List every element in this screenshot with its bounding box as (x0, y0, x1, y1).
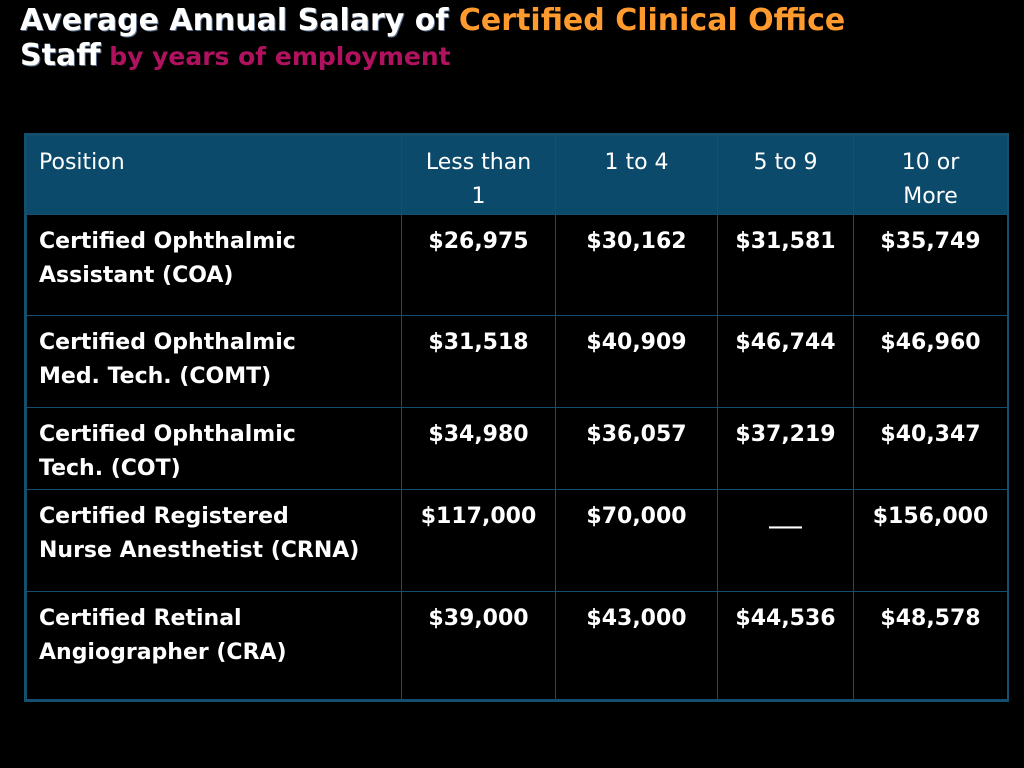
position-cell: Certified Retinal Angiographer (CRA) (26, 591, 402, 700)
salary-cell: $36,057 (555, 406, 718, 491)
salary-table: Position Less than 1 1 to 4 5 to 9 10 or M… (26, 135, 1008, 700)
salary-cell-empty: ___ (717, 489, 854, 593)
table-row: Certified Retinal Angiographer (CRA) $39,… (26, 591, 1008, 700)
salary-cell: $39,000 (401, 591, 556, 700)
salary-cell: $43,000 (555, 591, 718, 700)
table-row: Certified Ophthalmic Med. Tech. (COMT) $3… (26, 314, 1008, 408)
position-cell: Certified Registered Nurse Anesthetist (C… (26, 489, 402, 593)
salary-table-container: Position Less than 1 1 to 4 5 to 9 10 or M… (24, 133, 1009, 702)
title-line-2: Staff by years of employment (20, 41, 1010, 72)
header-position-label: Position (39, 150, 125, 175)
position-line2: Assistant (COA) (39, 263, 234, 288)
salary-cell: $48,578 (853, 591, 1008, 700)
table-header-row: Position Less than 1 1 to 4 5 to 9 10 or M… (26, 135, 1008, 215)
salary-cell: $40,347 (853, 406, 1008, 491)
header-1-to-4-label: 1 to 4 (604, 150, 669, 175)
position-line1: Certified Retinal (39, 606, 242, 632)
position-line1: Certified Ophthalmic (39, 229, 296, 254)
position-line1: Certified Ophthalmic (39, 421, 296, 447)
title-text-staff: Staff (20, 38, 101, 73)
salary-cell: $35,749 (853, 214, 1008, 316)
salary-cell: $70,000 (555, 489, 718, 593)
header-10-or-more: 10 or More (853, 135, 1008, 215)
header-10-or-more-line2: More (903, 184, 958, 209)
salary-cell: $37,219 (717, 406, 854, 491)
position-line2: Med. Tech. (COMT) (39, 363, 272, 389)
position-cell: Certified Ophthalmic Med. Tech. (COMT) (26, 314, 402, 408)
position-line1: Certified Ophthalmic (39, 329, 296, 355)
header-1-to-4: 1 to 4 (555, 135, 718, 215)
salary-cell: $31,518 (401, 314, 556, 408)
title-subtitle: by years of employment (100, 42, 451, 71)
position-line2: Angiographer (CRA) (39, 640, 287, 666)
salary-cell: $44,536 (717, 591, 854, 700)
salary-cell: $34,980 (401, 406, 556, 491)
header-less-than-1: Less than 1 (401, 135, 556, 215)
table-row: Certified Registered Nurse Anesthetist (C… (26, 489, 1008, 593)
salary-cell: $30,162 (555, 214, 718, 316)
header-less-than-1-line1: Less than (425, 150, 532, 175)
slide-title: Average Annual Salary of Certified Clini… (20, 0, 1010, 72)
salary-cell: $46,744 (717, 314, 854, 408)
position-line2: Nurse Anesthetist (CRNA) (39, 538, 360, 564)
table-row: Certified Ophthalmic Assistant (COA) $26,… (26, 214, 1008, 316)
salary-cell: $117,000 (401, 489, 556, 593)
salary-cell: $31,581 (717, 214, 854, 316)
header-less-than-1-line2: 1 (471, 184, 486, 209)
position-line2: Tech. (COT) (39, 455, 181, 481)
title-line-1: Average Annual Salary of Certified Clini… (20, 0, 1010, 41)
position-cell: Certified Ophthalmic Tech. (COT) (26, 406, 402, 491)
header-position: Position (26, 135, 402, 215)
salary-cell: $46,960 (853, 314, 1008, 408)
title-text-highlight: Certified Clinical Office (458, 3, 846, 38)
title-text-main: Average Annual Salary of (20, 3, 459, 38)
position-cell: Certified Ophthalmic Assistant (COA) (26, 214, 402, 316)
table-row: Certified Ophthalmic Tech. (COT) $34,980 … (26, 406, 1008, 491)
position-line1: Certified Registered (39, 504, 289, 530)
salary-cell: $156,000 (853, 489, 1008, 593)
salary-cell: $26,975 (401, 214, 556, 316)
salary-cell: $40,909 (555, 314, 718, 408)
header-5-to-9: 5 to 9 (717, 135, 854, 215)
header-5-to-9-label: 5 to 9 (753, 150, 818, 175)
header-10-or-more-line1: 10 or (901, 150, 960, 175)
